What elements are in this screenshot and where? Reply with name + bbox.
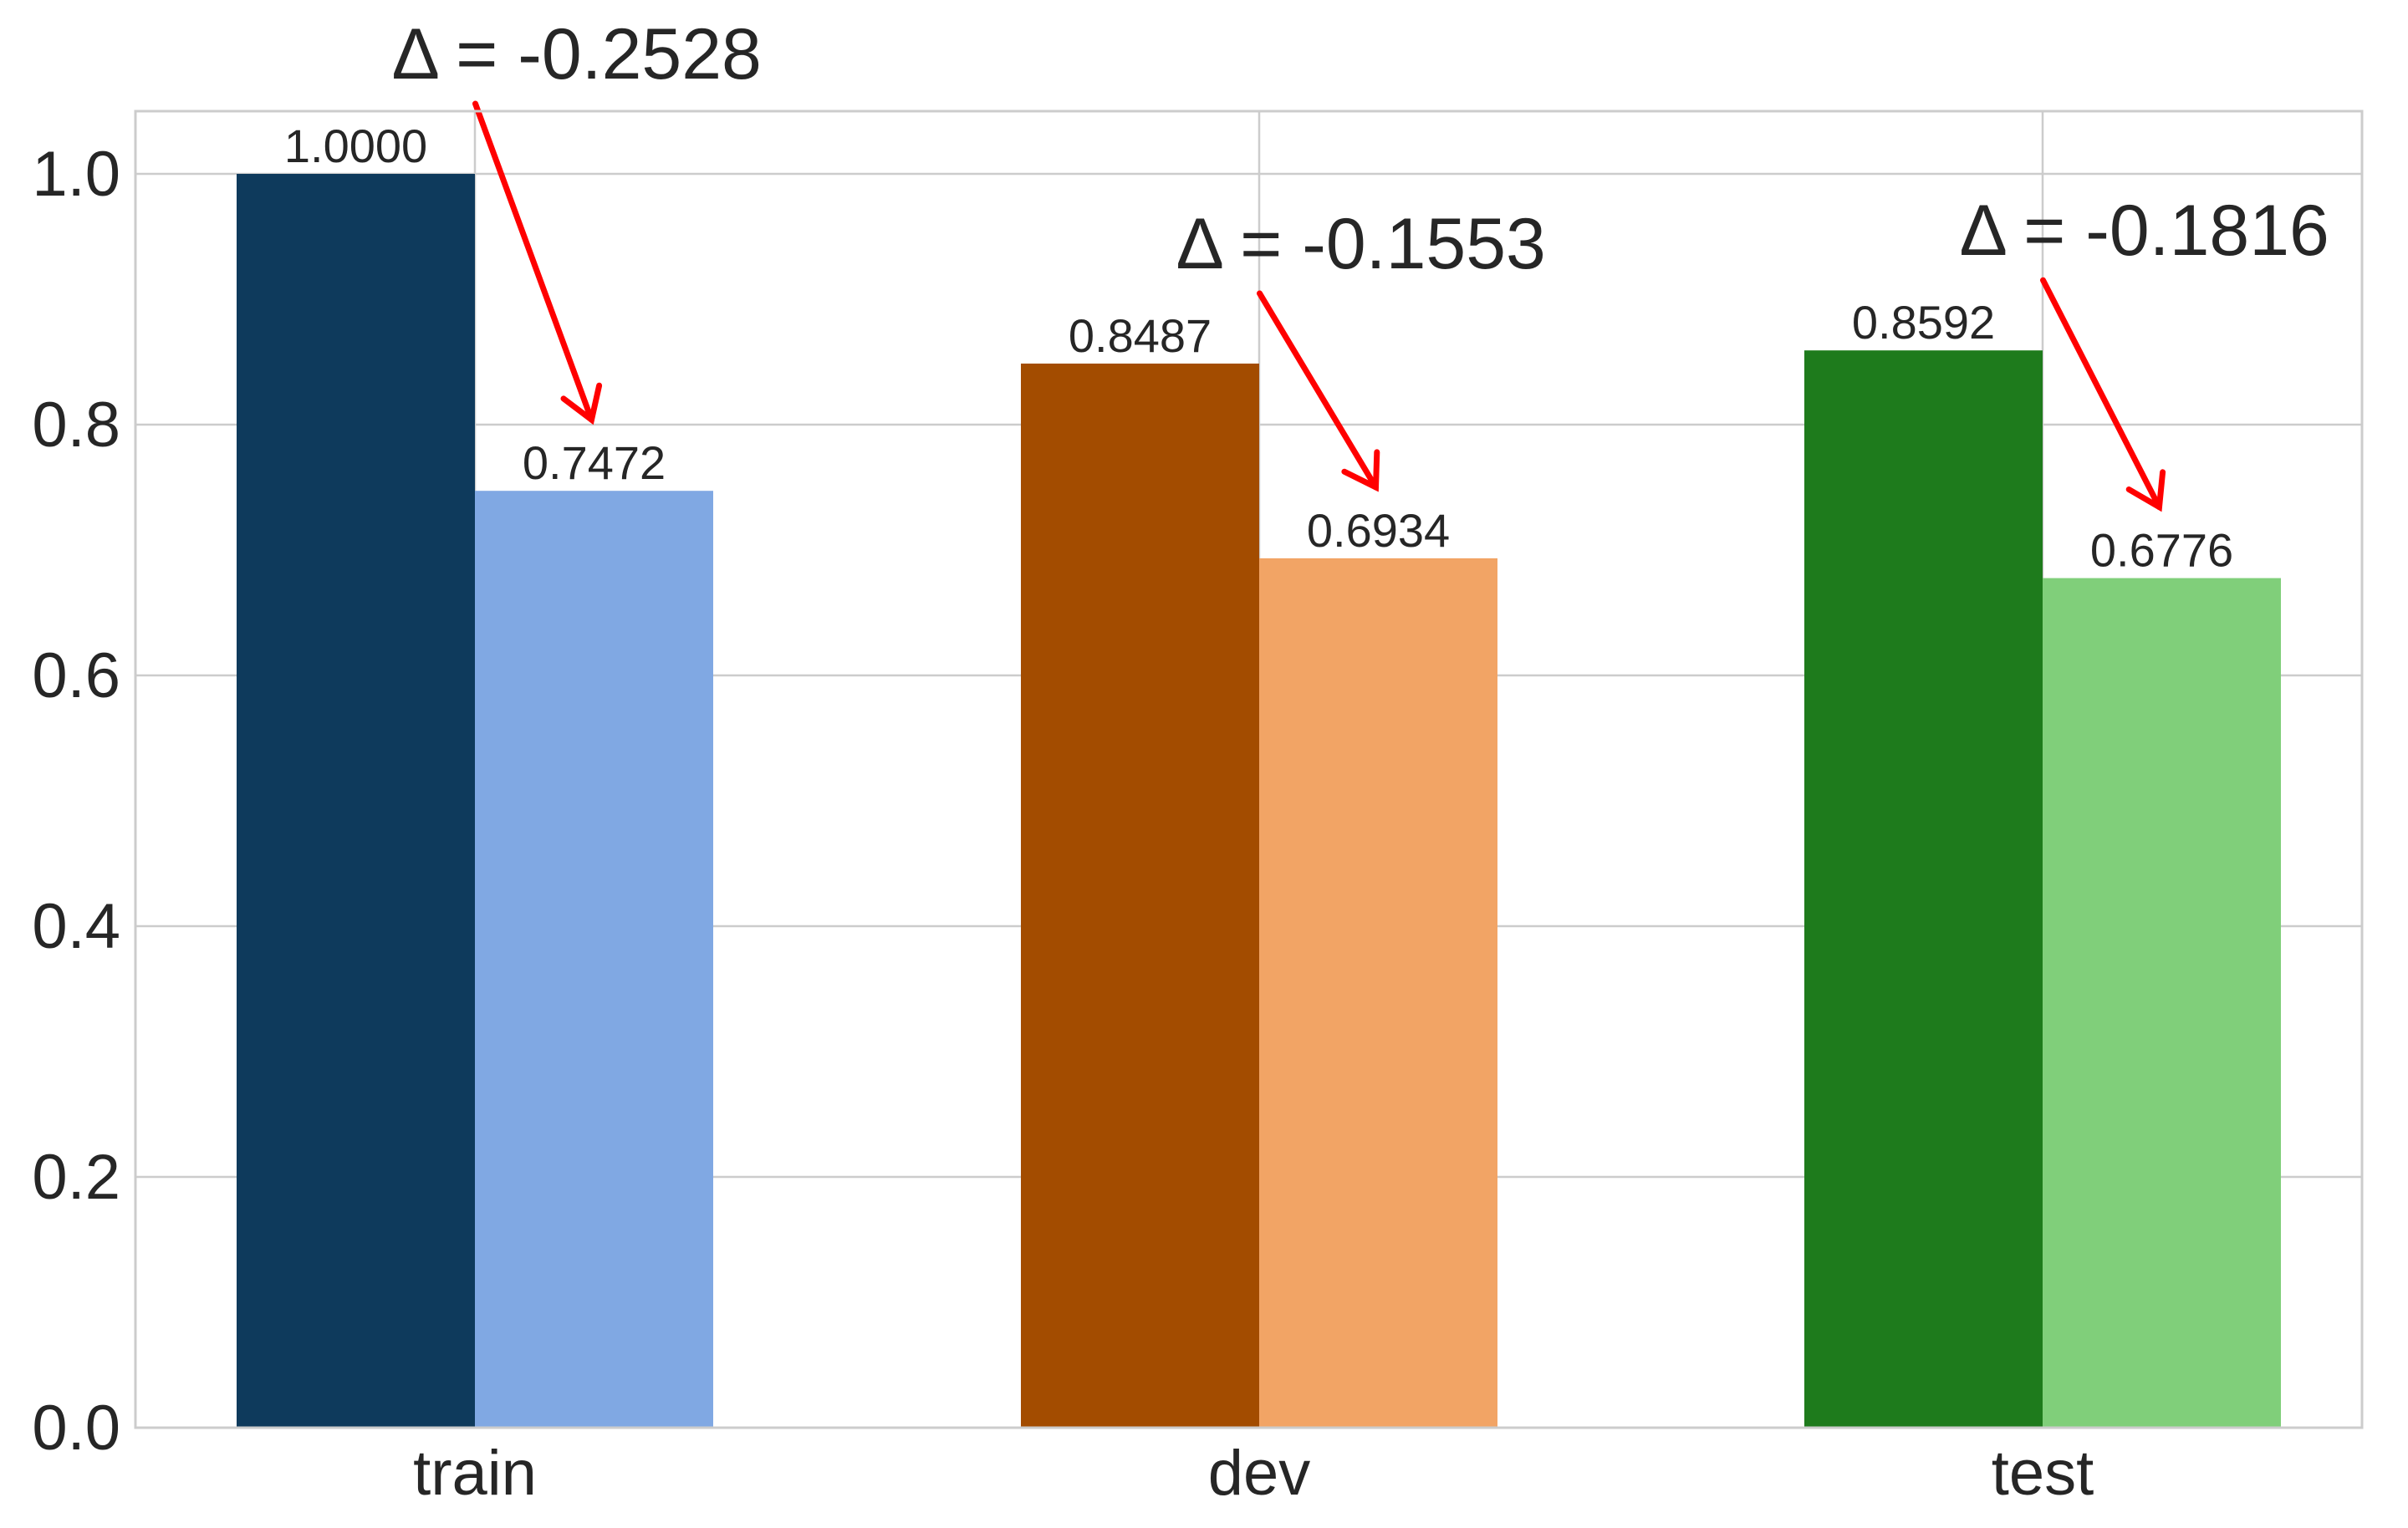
delta-arrowhead xyxy=(560,382,603,425)
bar-test-1 xyxy=(1804,350,2043,1429)
value-labels: 1.0000 0.7472 0.8487 0.6934 0.8592 0.6776 xyxy=(284,120,2233,577)
value-label: 0.6934 xyxy=(1307,504,1450,557)
value-label: 0.6776 xyxy=(2090,524,2233,577)
delta-annotation: Δ = -0.1553 xyxy=(1176,204,1546,284)
delta-annotation: Δ = -0.1816 xyxy=(1960,191,2329,271)
delta-annotation: Δ = -0.2528 xyxy=(392,14,762,94)
bar-dev-2 xyxy=(1259,558,1497,1428)
y-tick-label: 0.8 xyxy=(32,390,120,461)
delta-arrow xyxy=(1257,290,1379,491)
delta-arrows: Δ = -0.2528 Δ = -0.1553 Δ = -0.1816 xyxy=(392,14,2329,512)
value-label: 0.8592 xyxy=(1852,296,1995,349)
x-tick-label: train xyxy=(413,1438,537,1509)
bar-train-1 xyxy=(237,174,475,1428)
bar-dev-1 xyxy=(1021,363,1259,1429)
bars xyxy=(237,174,2281,1429)
y-tick-label: 0.6 xyxy=(32,640,120,711)
y-tick-label: 1.0 xyxy=(32,139,120,210)
plot-frame xyxy=(134,110,2364,1429)
bar-train-2 xyxy=(475,491,713,1429)
delta-arrowhead xyxy=(1341,449,1380,492)
delta-arrow xyxy=(472,100,594,423)
value-label: 1.0000 xyxy=(284,120,427,172)
y-tick-label: 0.4 xyxy=(32,891,120,962)
value-label: 0.7472 xyxy=(523,436,666,489)
delta-arrow xyxy=(2040,277,2162,511)
x-tick-label: test xyxy=(1992,1438,2094,1509)
axes: 0.0 0.2 0.4 0.6 0.8 1.0 train dev test xyxy=(32,110,2364,1509)
value-label: 0.8487 xyxy=(1069,309,1212,362)
delta-arrowhead xyxy=(2125,469,2166,512)
bar-test-2 xyxy=(2043,578,2281,1428)
y-tick-label: 0.0 xyxy=(32,1393,120,1464)
x-tick-label: dev xyxy=(1208,1438,1311,1509)
y-tick-label: 0.2 xyxy=(32,1142,120,1213)
